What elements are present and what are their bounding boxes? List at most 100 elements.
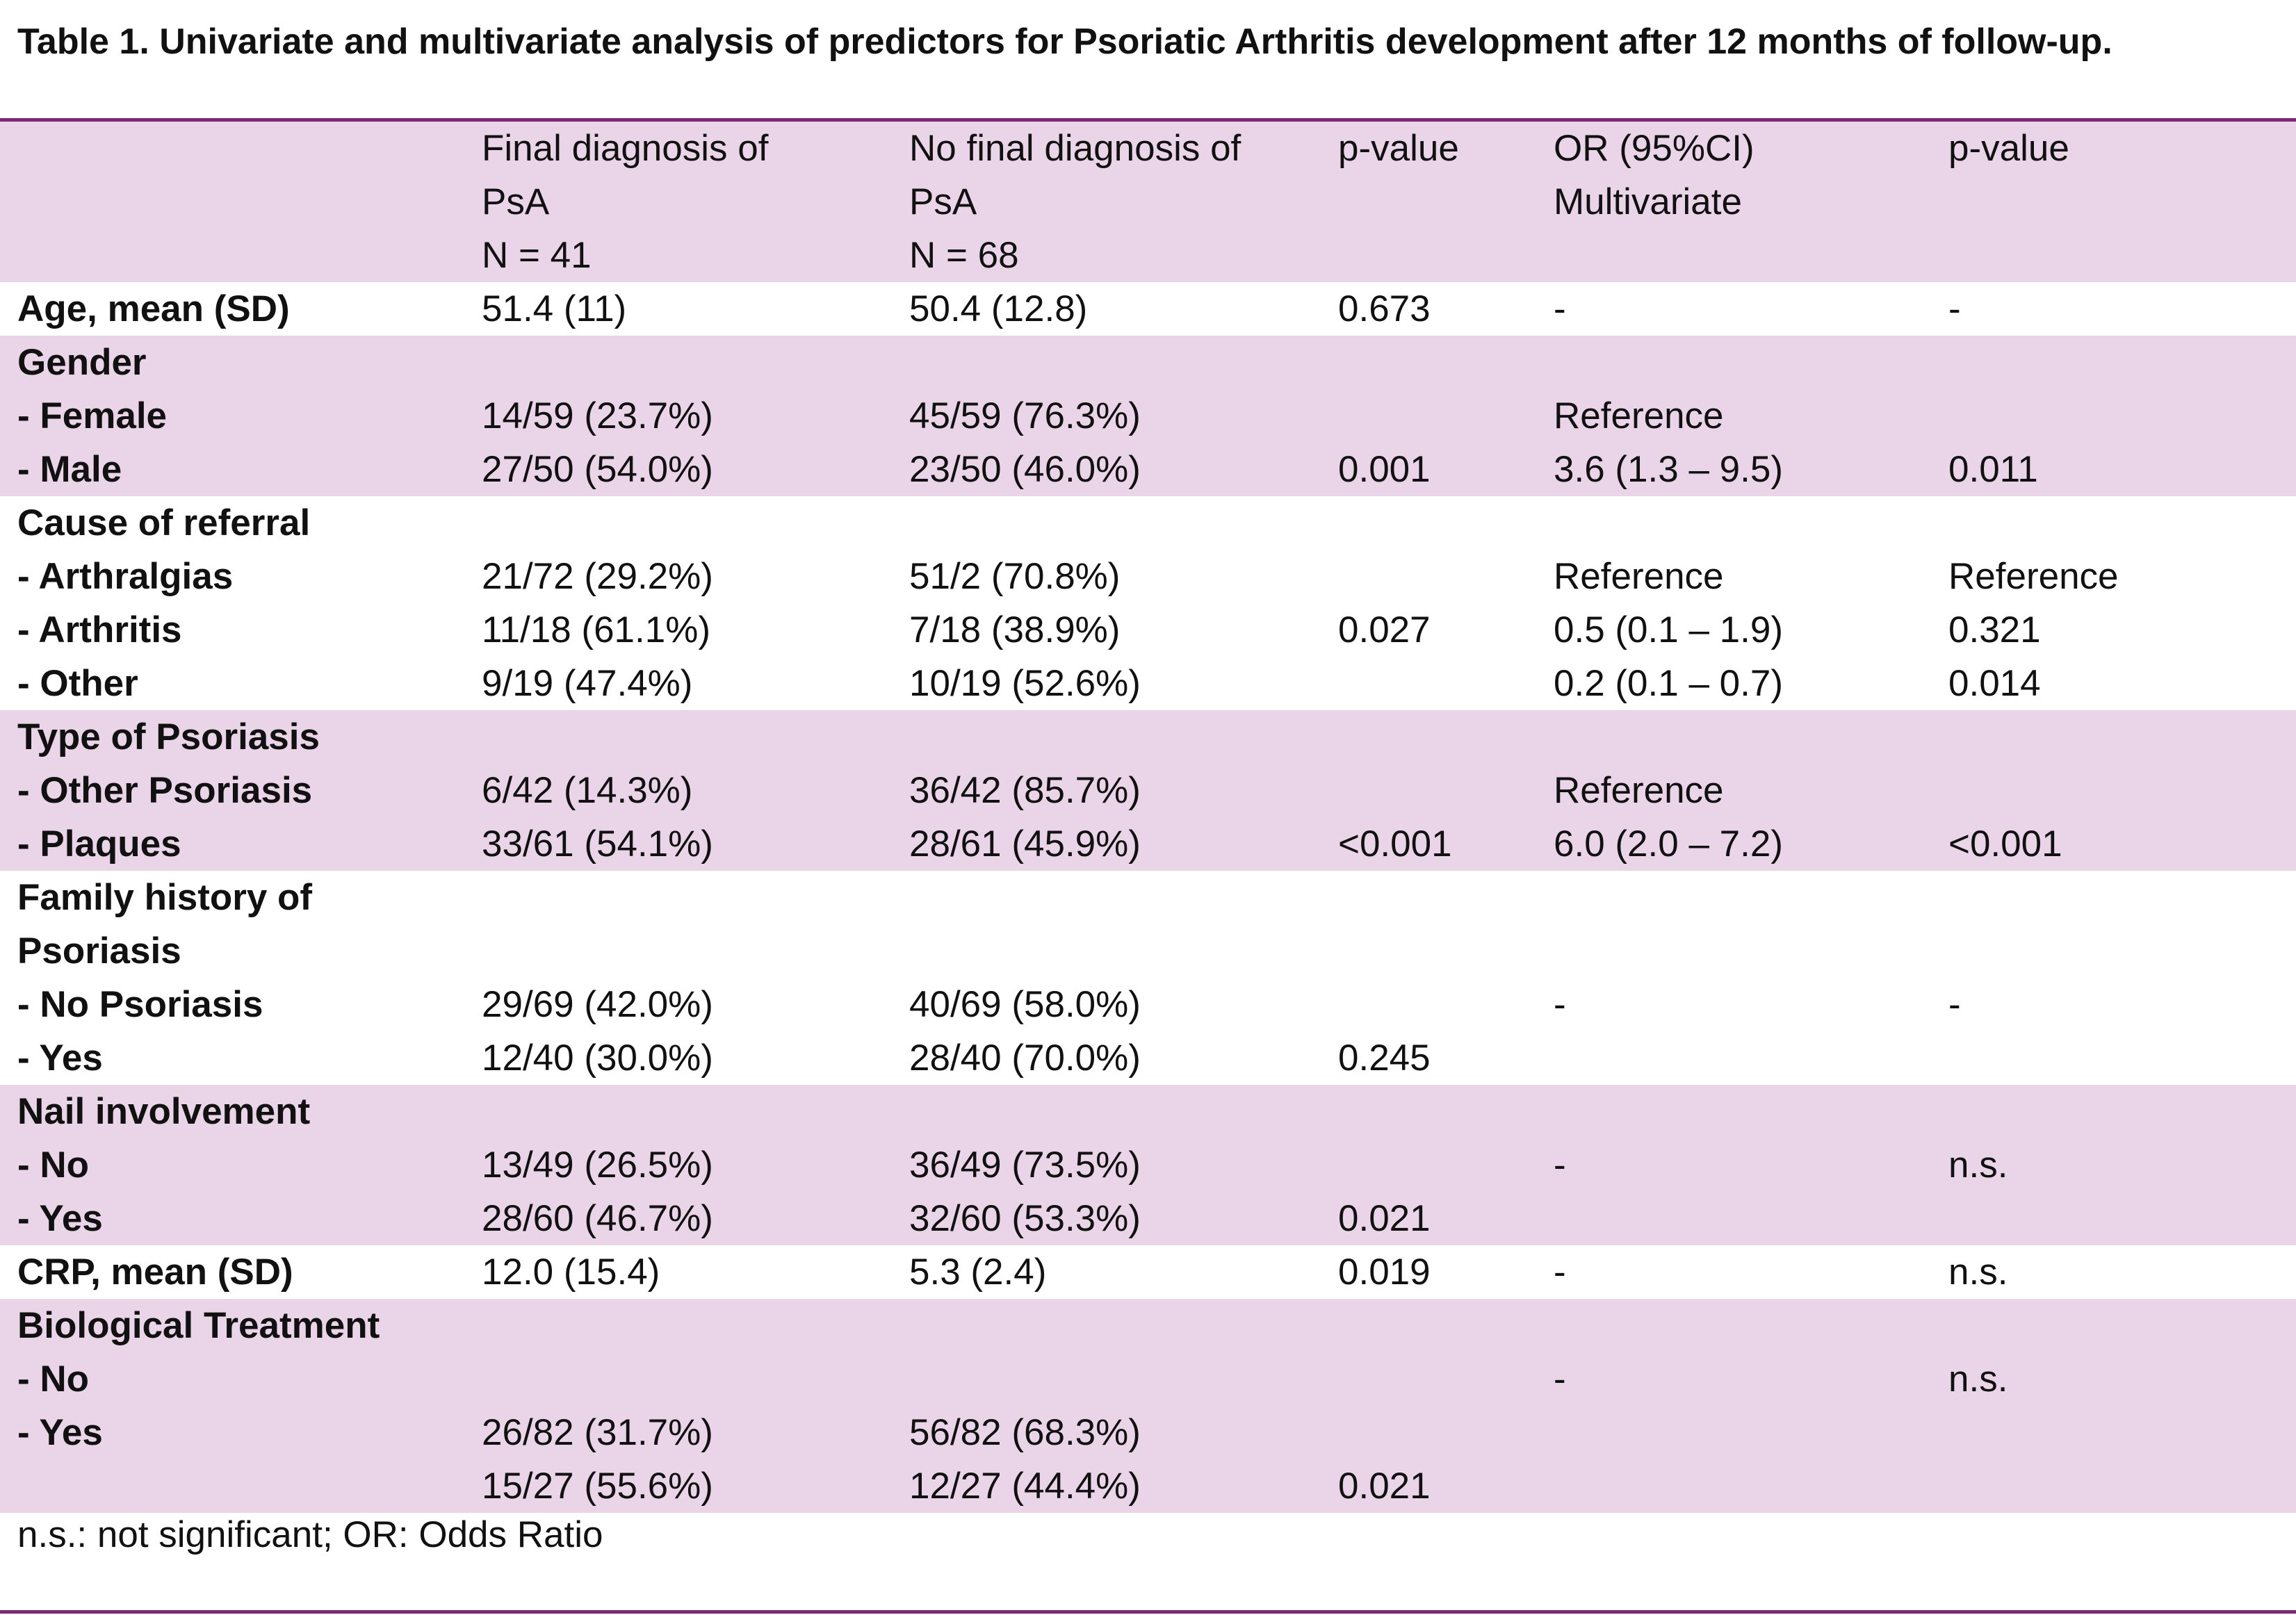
univariate-p-value-cell: 0.245 [1338, 1038, 1431, 1079]
row-label: Cause of referral [17, 502, 311, 543]
univariate-p-value-cell [1321, 1299, 1536, 1352]
no-final-diagnosis-cell: 45/59 (76.3%) [892, 389, 1321, 443]
final-diagnosis-cell [464, 336, 892, 389]
univariate-p-value-cell [1321, 657, 1536, 710]
no-final-diagnosis-cell: 40/69 (58.0%) [909, 984, 1141, 1025]
header-final-diagnosis: Final diagnosis of PsA N = 41 [464, 122, 892, 282]
no-final-diagnosis-cell: 56/82 (68.3%) [892, 1406, 1321, 1459]
univariate-p-value-cell [1321, 764, 1536, 817]
final-diagnosis-cell [464, 496, 892, 550]
univariate-p-value-cell: 0.021 [1321, 1192, 1536, 1245]
table-row: - Arthralgias 21/72 (29.2%) 51/2 (70.8%) Re… [0, 550, 2296, 603]
univariate-p-value-cell: 0.001 [1321, 443, 1536, 496]
univariate-p-value-cell [1321, 1085, 1536, 1138]
table-row: - Arthritis 11/18 (61.1%) 7/18 (38.9%) 0.02… [0, 603, 2296, 657]
header-row-label [0, 122, 464, 282]
final-diagnosis-cell: 14/59 (23.7%) [464, 389, 892, 443]
univariate-p-value-cell: 0.673 [1338, 288, 1431, 329]
final-diagnosis-cell: 12/40 (30.0%) [482, 1038, 713, 1079]
multivariate-p-value-cell [1931, 710, 2296, 764]
no-final-diagnosis-cell: 5.3 (2.4) [909, 1252, 1047, 1293]
header-p-value-multivariate: p-value [1931, 122, 2296, 282]
univariate-p-value-cell: 0.027 [1338, 609, 1431, 650]
multivariate-p-value-cell [1931, 871, 2296, 924]
row-label: - Yes [0, 1192, 464, 1245]
bottom-rule [0, 1610, 2296, 1614]
header-line: N = 68 [909, 235, 1019, 276]
odds-ratio-cell [1536, 871, 1931, 924]
header-or-multivariate: OR (95%CI) Multivariate [1536, 122, 1931, 282]
no-final-diagnosis-cell: 7/18 (38.9%) [909, 609, 1121, 650]
table-row: Type of Psoriasis [0, 710, 2296, 764]
univariate-p-value-cell [1321, 924, 1536, 978]
final-diagnosis-cell [464, 871, 892, 924]
final-diagnosis-cell: 21/72 (29.2%) [482, 556, 713, 597]
table-row: - No 13/49 (26.5%) 36/49 (73.5%) - n.s. [0, 1138, 2296, 1192]
header-no-final-diagnosis: No final diagnosis of PsA N = 68 [892, 122, 1321, 282]
univariate-p-value-cell [1321, 871, 1536, 924]
table-row: - Other 9/19 (47.4%) 10/19 (52.6%) 0.2 (0.1… [0, 657, 2296, 710]
table-row: Nail involvement [0, 1085, 2296, 1138]
odds-ratio-cell [1536, 336, 1931, 389]
no-final-diagnosis-cell [892, 1085, 1321, 1138]
final-diagnosis-cell: 15/27 (55.6%) [464, 1459, 892, 1513]
table-row: Age, mean (SD) 51.4 (11) 50.4 (12.8) 0.673 -… [0, 282, 2296, 336]
odds-ratio-cell [1536, 1031, 1931, 1085]
odds-ratio-cell [1536, 496, 1931, 550]
no-final-diagnosis-cell [892, 1352, 1321, 1406]
row-label: Type of Psoriasis [0, 710, 464, 764]
no-final-diagnosis-cell: 12/27 (44.4%) [892, 1459, 1321, 1513]
header-line: p-value [1338, 128, 1459, 169]
row-label: - Arthritis [17, 609, 182, 650]
final-diagnosis-cell: 6/42 (14.3%) [464, 764, 892, 817]
header-line: Multivariate [1554, 181, 1742, 222]
header-line: OR (95%CI) [1554, 128, 1754, 169]
row-label: - Other [17, 663, 138, 704]
multivariate-p-value-cell: n.s. [1948, 1252, 2008, 1293]
odds-ratio-cell [1536, 924, 1931, 978]
no-final-diagnosis-cell [892, 496, 1321, 550]
no-final-diagnosis-cell [892, 1299, 1321, 1352]
table-row: Family history of [0, 871, 2296, 924]
univariate-p-value-cell [1321, 389, 1536, 443]
row-label: - No [0, 1352, 464, 1406]
header-line: PsA [482, 181, 550, 222]
odds-ratio-cell: 6.0 (2.0 – 7.2) [1536, 817, 1931, 871]
univariate-p-value-cell [1321, 1406, 1536, 1459]
multivariate-p-value-cell [1931, 1031, 2296, 1085]
odds-ratio-cell: - [1554, 1252, 1566, 1293]
multivariate-p-value-cell [1931, 1299, 2296, 1352]
no-final-diagnosis-cell [892, 871, 1321, 924]
final-diagnosis-cell: 9/19 (47.4%) [482, 663, 693, 704]
no-final-diagnosis-cell [892, 336, 1321, 389]
table-footnote: n.s.: not significant; OR: Odds Ratio [17, 1514, 603, 1555]
row-label: Age, mean (SD) [17, 288, 290, 329]
final-diagnosis-cell: 13/49 (26.5%) [464, 1138, 892, 1192]
final-diagnosis-cell: 28/60 (46.7%) [464, 1192, 892, 1245]
table-row: - Yes 12/40 (30.0%) 28/40 (70.0%) 0.245 [0, 1031, 2296, 1085]
final-diagnosis-cell: 12.0 (15.4) [482, 1252, 660, 1293]
multivariate-p-value-cell: - [1948, 288, 1961, 329]
final-diagnosis-cell: 33/61 (54.1%) [464, 817, 892, 871]
univariate-p-value-cell [1321, 1138, 1536, 1192]
odds-ratio-cell: - [1536, 1352, 1931, 1406]
row-label: - Yes [17, 1038, 103, 1079]
row-label: Psoriasis [17, 931, 181, 972]
no-final-diagnosis-cell: 23/50 (46.0%) [892, 443, 1321, 496]
multivariate-p-value-cell [1931, 1459, 2296, 1513]
multivariate-p-value-cell [1931, 1085, 2296, 1138]
odds-ratio-cell: 0.5 (0.1 – 1.9) [1554, 609, 1783, 650]
row-label: Nail involvement [0, 1085, 464, 1138]
final-diagnosis-cell: 29/69 (42.0%) [482, 984, 713, 1025]
multivariate-p-value-cell [1931, 1406, 2296, 1459]
multivariate-p-value-cell: n.s. [1931, 1352, 2296, 1406]
table-row: Cause of referral [0, 496, 2296, 550]
row-label: - Other Psoriasis [0, 764, 464, 817]
header-line: Final diagnosis of [482, 128, 769, 169]
univariate-p-value-cell [1321, 710, 1536, 764]
multivariate-p-value-cell: n.s. [1931, 1138, 2296, 1192]
row-label: - Female [0, 389, 464, 443]
header-line: N = 41 [482, 235, 592, 276]
table-row: CRP, mean (SD) 12.0 (15.4) 5.3 (2.4) 0.019 -… [0, 1245, 2296, 1299]
